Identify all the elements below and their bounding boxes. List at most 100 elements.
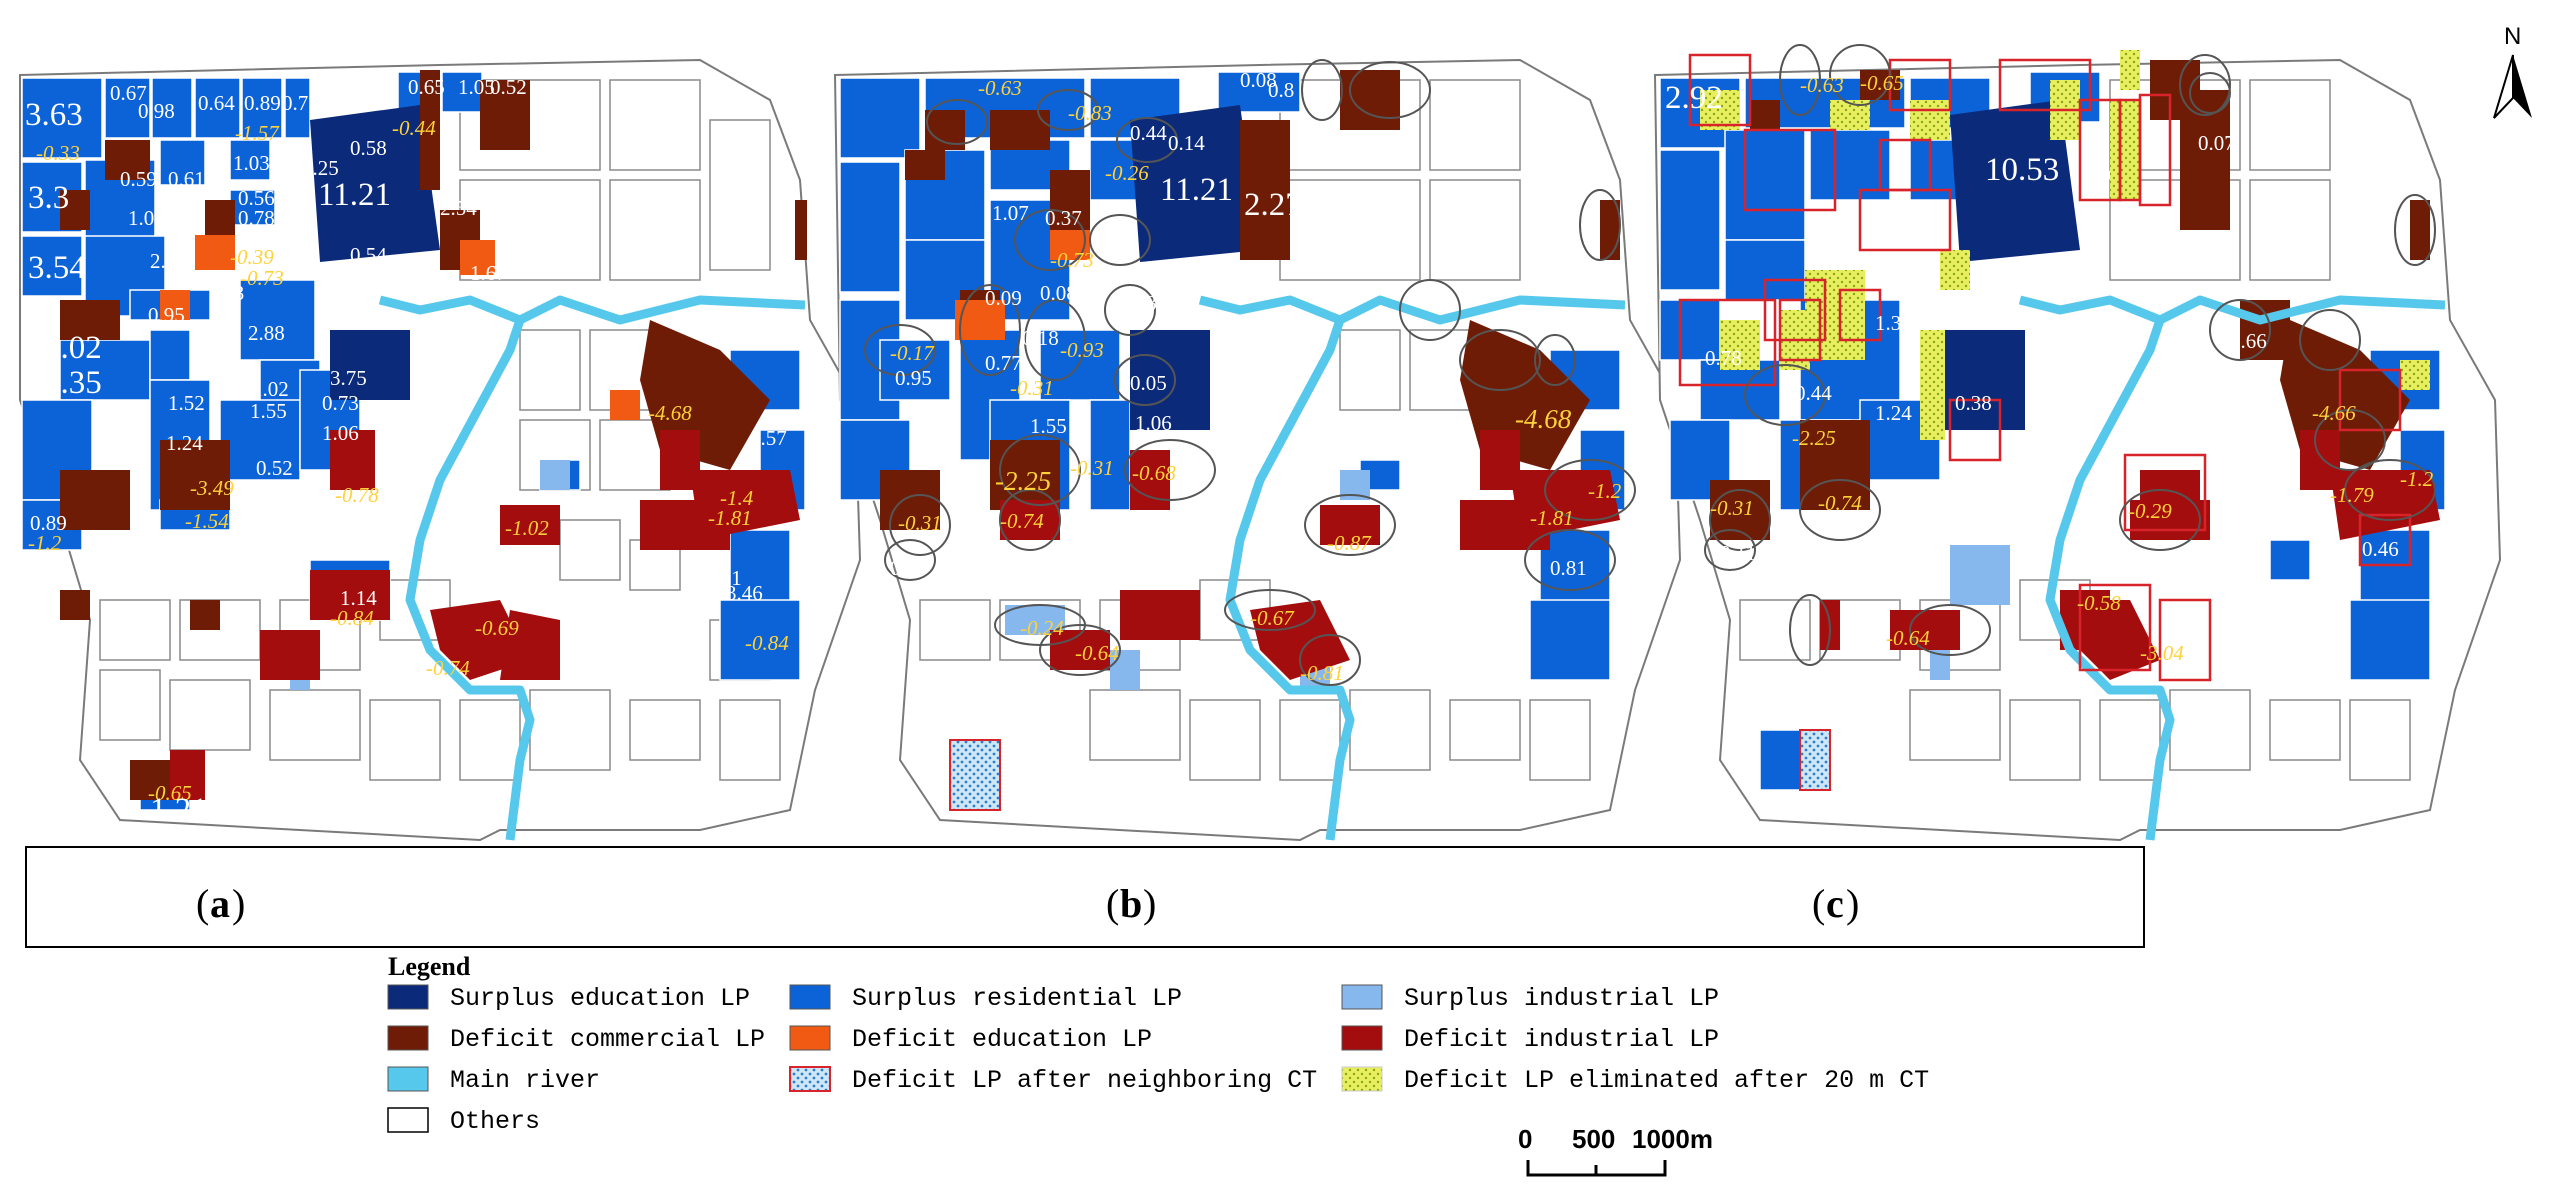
legend-items: Surplus education LP Surplus residential … bbox=[387, 984, 1929, 1136]
map-value-label-c: -0.58 bbox=[2077, 591, 2121, 615]
panel-label-c: ( c ) bbox=[1812, 881, 1859, 926]
map-value-label-b: -0.31 bbox=[1010, 376, 1054, 400]
map-value-label-b: -0.26 bbox=[1105, 161, 1149, 185]
svg-text:b: b bbox=[1120, 881, 1142, 926]
map-value-label-b: -0.31 bbox=[1070, 456, 1114, 480]
map-value-label-b: -0.93 bbox=[1060, 338, 1104, 362]
map-value-label-a: 2.0 bbox=[333, 86, 359, 110]
map-value-label-a: 1.06 bbox=[322, 421, 359, 445]
svg-text:(: ( bbox=[196, 881, 209, 926]
map-value-label-b: -0.73 bbox=[1050, 248, 1094, 272]
legend-swatch-deficit-industrial-icon bbox=[1341, 1025, 1383, 1051]
map-value-label-b: 11.21 bbox=[1160, 172, 1233, 208]
map-value-label-a: 1.21 bbox=[150, 792, 208, 828]
map-value-label-b: -1.2 bbox=[1588, 479, 1622, 503]
map-value-label-b: 0.05 bbox=[1130, 371, 1167, 395]
map-value-label-a: -3.49 bbox=[190, 476, 234, 500]
legend-swatch-deficit-after-ct-icon bbox=[789, 1066, 831, 1092]
legend-label-deficit-commercial: Deficit commercial LP bbox=[450, 1025, 765, 1054]
north-arrow-icon: N bbox=[2493, 23, 2532, 119]
main-river-a bbox=[378, 295, 806, 841]
map-value-label-a: 3.75 bbox=[330, 366, 367, 390]
map-value-label-a: -0.39 bbox=[230, 245, 274, 269]
map-value-label-c: -0.29 bbox=[2128, 499, 2172, 523]
legend-label-deficit-after-ct: Deficit LP after neighboring CT bbox=[852, 1066, 1317, 1095]
map-value-label-a: 0.81 bbox=[470, 181, 507, 205]
legend-swatch-surplus-industrial-icon bbox=[1341, 984, 1383, 1010]
map-value-label-a: -0.73 bbox=[240, 266, 284, 290]
map-value-label-b: 0.44 bbox=[1130, 121, 1167, 145]
map-value-label-b: 0.14 bbox=[1168, 131, 1205, 155]
map-value-label-c: -0.31 bbox=[1710, 496, 1754, 520]
map-value-label-a: 0.3 bbox=[218, 281, 244, 305]
scale-bar: 0 500 1000m bbox=[1518, 1124, 1713, 1177]
main-river-c bbox=[2018, 295, 2446, 841]
map-value-label-c: 0.11 bbox=[1720, 541, 1756, 565]
map-value-label-b: -0.64 bbox=[1075, 641, 1119, 665]
legend-label-main-river: Main river bbox=[450, 1066, 600, 1095]
map-value-label-c: 0.07 bbox=[2198, 131, 2235, 155]
map-value-label-c: 0.32 bbox=[1910, 196, 1947, 220]
map-value-label-a: 0.95 bbox=[148, 303, 185, 327]
surplus-education-b bbox=[1130, 105, 1260, 430]
map-panel-a: 3.630.670.98 0.64 0.89 0.71 2.0 0.65 1.050.52-… bbox=[19, 58, 862, 842]
ellipses-b bbox=[864, 59, 1636, 686]
map-value-label-a: 1.07 bbox=[128, 206, 165, 230]
legend-swatch-main-river-icon bbox=[387, 1066, 429, 1092]
map-value-label-a: -0.84 bbox=[745, 631, 789, 655]
map-value-label-a: 0.58 bbox=[350, 136, 387, 160]
panel-caption-box bbox=[25, 846, 2145, 948]
map-value-label-a: -1.57 bbox=[235, 121, 280, 145]
map-value-label-a: 1.14 bbox=[340, 586, 377, 610]
map-value-label-b: 0.77 bbox=[985, 351, 1022, 375]
map-value-label-b: 0.81 bbox=[1550, 556, 1587, 580]
map-value-label-c: 10.53 bbox=[1985, 152, 2059, 188]
map-value-label-a: -0.69 bbox=[475, 616, 519, 640]
svg-text:a: a bbox=[210, 881, 230, 926]
deficit-education-b bbox=[955, 230, 1090, 340]
value-labels-a: 3.630.670.98 0.64 0.89 0.71 2.0 0.65 1.050.52-… bbox=[25, 75, 789, 828]
legend-swatch-surplus-education-icon bbox=[387, 984, 429, 1010]
map-value-label-b: 1.06 bbox=[1135, 411, 1172, 435]
legend-swatch-others-icon bbox=[387, 1107, 429, 1133]
legend-label-deficit-education: Deficit education LP bbox=[852, 1025, 1152, 1054]
value-labels-b: -0.63-0.830.080.80.44-0.260.142.271.0711… bbox=[890, 68, 1622, 685]
map-value-label-a: 0.67 bbox=[110, 81, 147, 105]
map-value-label-a: 3.6 bbox=[100, 422, 141, 458]
map-value-label-a: -1.02 bbox=[505, 516, 549, 540]
legend-label-surplus-residential: Surplus residential LP bbox=[852, 984, 1182, 1013]
map-value-label-a: 0.64 bbox=[198, 91, 235, 115]
map-value-label-b: 0.09 bbox=[985, 286, 1022, 310]
legend-label-others: Others bbox=[450, 1107, 540, 1136]
map-value-label-c: 2.92 bbox=[1665, 80, 1723, 116]
map-value-label-a: 2.39 bbox=[150, 249, 187, 273]
map-value-label-a: 2.88 bbox=[248, 321, 285, 345]
map-value-label-b: -0.63 bbox=[978, 76, 1022, 100]
deficit-industrial-b bbox=[1000, 430, 1620, 680]
legend-title: Legend bbox=[388, 952, 471, 981]
map-value-label-b: -4.68 bbox=[1515, 404, 1572, 434]
map-value-label-c: -2.25 bbox=[1792, 426, 1836, 450]
map-value-label-a: 0.57 bbox=[750, 426, 787, 450]
map-value-label-b: 0.08 bbox=[1040, 281, 1077, 305]
map-value-label-b: 0.08 bbox=[1240, 68, 1277, 92]
map-value-label-b: 1.55 bbox=[1030, 414, 1067, 438]
map-value-label-a: 0.71 bbox=[282, 91, 319, 115]
map-value-label-a: 0.65 bbox=[408, 75, 445, 99]
map-value-label-c: -1.79 bbox=[2330, 483, 2374, 507]
map-value-label-a: 0.52 bbox=[490, 75, 527, 99]
map-value-label-a: 3.46 bbox=[726, 581, 763, 605]
value-labels-c: 2.92 -0.63 -0.65 10.53 0.07 0.32 1.34 0.78 0.44 -… bbox=[1665, 71, 2434, 665]
map-value-label-c: 0.44 bbox=[1795, 381, 1832, 405]
map-value-label-c: -0.64 bbox=[1886, 626, 1930, 650]
map-value-label-b: 0.95 bbox=[895, 366, 932, 390]
ellipses-c bbox=[1704, 44, 2436, 666]
map-value-label-a: -1.4 bbox=[720, 486, 754, 510]
map-value-label-b: -0.74 bbox=[1000, 509, 1044, 533]
map-value-label-a: 1.03 bbox=[233, 151, 270, 175]
svg-text:): ) bbox=[232, 881, 245, 926]
svg-text:): ) bbox=[1143, 881, 1156, 926]
map-value-label-a: 0.81 bbox=[705, 566, 742, 590]
map-value-label-c: 0.46 bbox=[2362, 537, 2399, 561]
map-value-label-a: 1.02 bbox=[44, 330, 102, 366]
